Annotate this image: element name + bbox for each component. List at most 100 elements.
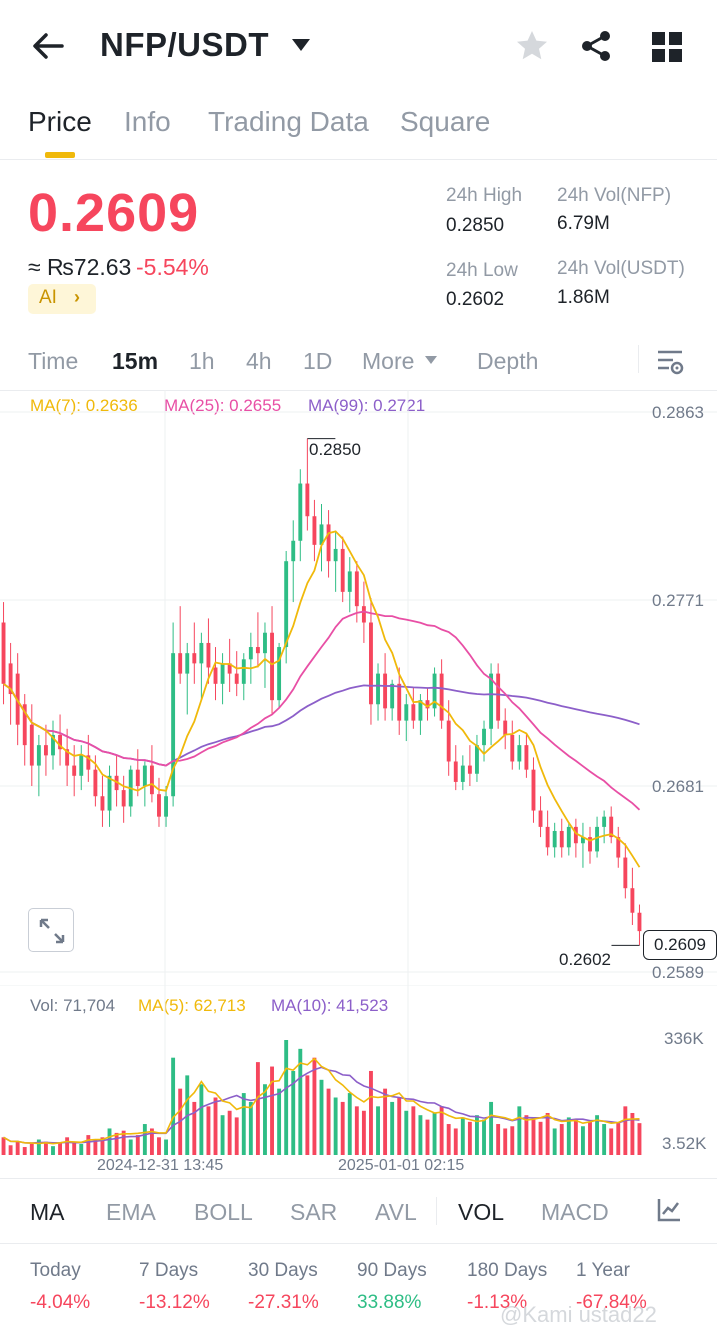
high-label: 24h High — [446, 185, 523, 206]
candle-body — [43, 745, 48, 756]
candle-body — [588, 837, 592, 852]
interval-depth[interactable]: Depth — [477, 348, 539, 374]
candle-body — [467, 765, 472, 774]
volume-bar — [432, 1112, 437, 1155]
low-label: 24h Low — [446, 260, 518, 281]
candle-body — [206, 642, 211, 668]
candle-body — [545, 826, 550, 848]
candle-body — [333, 548, 338, 562]
volume-axis-label: 3.52K — [662, 1134, 707, 1153]
candle-body — [100, 796, 105, 811]
volume-bar — [482, 1119, 486, 1155]
candle-body — [22, 704, 27, 746]
volume-bar — [588, 1121, 592, 1155]
candle-body — [298, 483, 303, 541]
volume-bar — [15, 1141, 20, 1155]
share-icon[interactable] — [578, 28, 614, 64]
top-header: NFP/USDT — [0, 0, 717, 95]
ma7-line — [2, 530, 641, 868]
indicator-macd[interactable]: MACD — [541, 1199, 609, 1225]
pair-title[interactable]: NFP/USDT — [100, 26, 269, 63]
candle-body — [227, 663, 232, 674]
interval-1d[interactable]: 1D — [303, 348, 333, 374]
candle-body — [460, 765, 465, 782]
volume-bar — [573, 1119, 578, 1155]
volume-bar — [439, 1106, 444, 1155]
chevron-down-icon[interactable] — [290, 36, 312, 54]
volume-bar — [263, 1084, 267, 1155]
candle-body — [517, 745, 522, 762]
volume-bar — [8, 1145, 13, 1155]
volume-bar — [305, 1075, 310, 1155]
candle-body — [559, 830, 564, 848]
volume-bar — [65, 1137, 70, 1155]
interval-more[interactable]: More — [362, 348, 415, 374]
indicator-settings-icon[interactable] — [656, 1197, 682, 1223]
candle-body — [383, 673, 388, 709]
volume-bar — [255, 1062, 260, 1155]
volume-bar — [460, 1117, 465, 1155]
y-axis-label: 0.2771 — [652, 591, 704, 610]
volume-bar — [93, 1139, 98, 1155]
back-arrow-icon[interactable] — [28, 26, 68, 66]
candle-body — [397, 683, 402, 721]
ai-button[interactable]: AI › — [28, 284, 96, 314]
volume-bar — [609, 1128, 614, 1155]
volume-bar — [538, 1121, 543, 1155]
candle-body — [566, 826, 571, 848]
volume-chart[interactable] — [0, 985, 717, 1160]
candlestick-chart[interactable] — [0, 390, 717, 985]
indicator-avl[interactable]: AVL — [375, 1199, 417, 1225]
candle-body — [630, 888, 635, 913]
candle-body — [404, 704, 409, 721]
indicator-ma[interactable]: MA — [30, 1199, 65, 1225]
volume-bar — [453, 1128, 458, 1155]
favorite-star-icon[interactable] — [514, 28, 550, 64]
volume-bar — [545, 1112, 550, 1155]
interval-15m[interactable]: 15m — [112, 348, 159, 374]
volume-bar — [503, 1128, 508, 1155]
candle-body — [263, 632, 267, 654]
grid-menu-icon[interactable] — [650, 30, 684, 64]
candle-body — [241, 659, 246, 684]
indicator-sar[interactable]: SAR — [290, 1199, 338, 1225]
volume-bar — [86, 1135, 91, 1155]
ma7-legend: MA(7): 0.2636 — [30, 396, 138, 415]
interval-time[interactable]: Time — [28, 348, 79, 374]
vol-base-value: 6.79M — [557, 213, 610, 234]
indicator-ema[interactable]: EMA — [106, 1199, 156, 1225]
volume-bar — [220, 1115, 225, 1155]
x-axis-label: 2025-01-01 02:15 — [338, 1157, 465, 1174]
volume-bar — [164, 1139, 168, 1155]
chart-settings-icon[interactable] — [655, 347, 685, 377]
tab-price[interactable]: Price — [28, 106, 92, 137]
fullscreen-button[interactable] — [28, 908, 74, 952]
volume-axis-label: 336K — [664, 1029, 704, 1048]
tab-square[interactable]: Square — [400, 106, 491, 137]
candle-body — [157, 794, 161, 817]
tab-info[interactable]: Info — [124, 106, 171, 137]
volume-bar — [580, 1126, 585, 1155]
volume-bar — [390, 1101, 395, 1155]
performance-period-label: 180 Days — [467, 1260, 548, 1281]
interval-1h[interactable]: 1h — [189, 348, 215, 374]
volume-bar — [354, 1106, 359, 1155]
volume-bar — [326, 1088, 331, 1155]
volume-bar — [29, 1143, 34, 1155]
volume-bar — [270, 1066, 274, 1155]
volume-bar — [616, 1123, 621, 1155]
candle-body — [595, 826, 600, 852]
volume-ma10-line — [3, 1066, 640, 1144]
candle-body — [503, 720, 508, 735]
indicator-boll[interactable]: BOLL — [194, 1199, 253, 1225]
volume-bar — [43, 1141, 48, 1155]
current-price-tag: 0.2609 — [643, 930, 717, 960]
indicator-vol[interactable]: VOL — [458, 1199, 505, 1225]
y-axis-label: 0.2681 — [652, 777, 704, 796]
tab-trading-data[interactable]: Trading Data — [208, 106, 369, 137]
performance-period-label: 90 Days — [357, 1260, 427, 1281]
interval-4h[interactable]: 4h — [246, 348, 272, 374]
performance-period-value: -13.12% — [139, 1292, 210, 1313]
candle-body — [255, 647, 260, 654]
candle-body — [291, 540, 296, 562]
